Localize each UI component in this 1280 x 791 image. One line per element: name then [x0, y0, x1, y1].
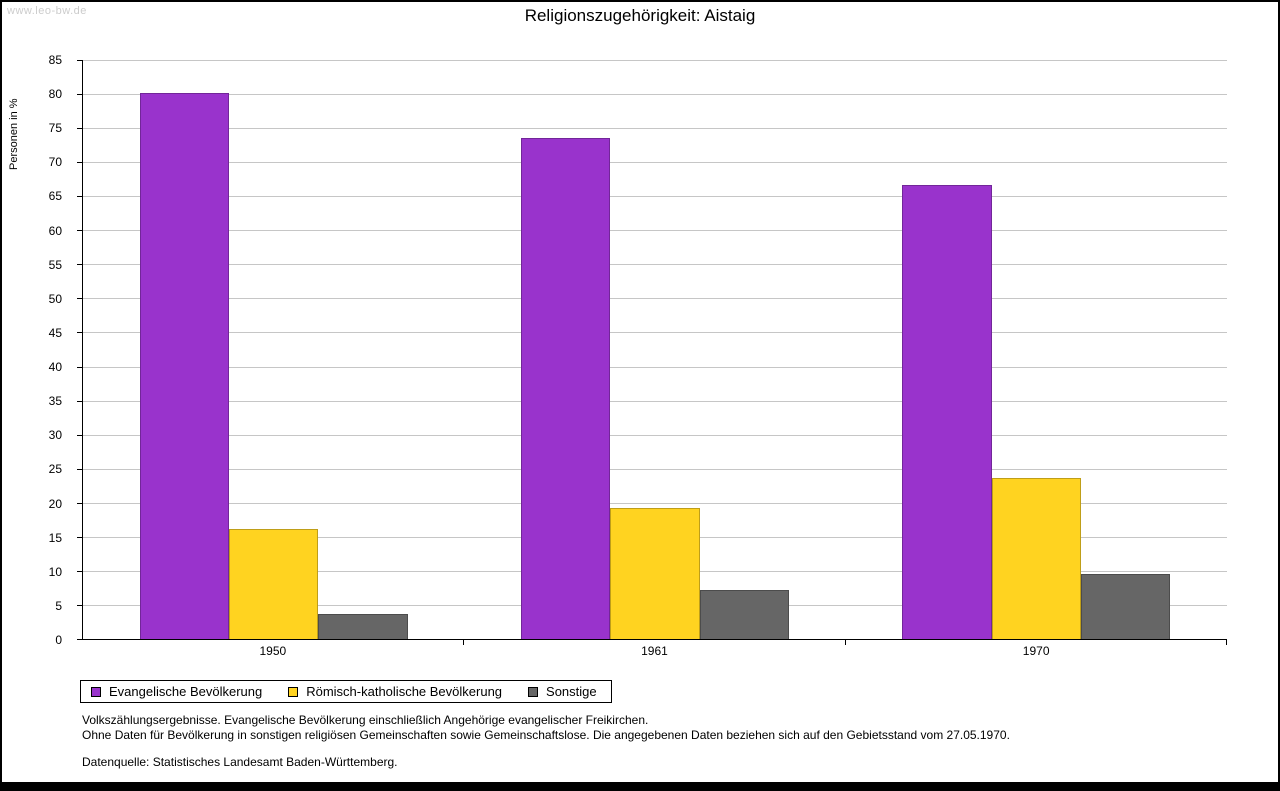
- legend-item: Römisch-katholische Bevölkerung: [288, 684, 502, 699]
- gridline: [83, 264, 1227, 266]
- y-tick-mark: [77, 468, 83, 470]
- y-tick-mark: [77, 434, 83, 436]
- y-tick-label: 40: [48, 360, 62, 375]
- gridline: [83, 332, 1227, 334]
- y-tick-label: 70: [48, 155, 62, 170]
- legend-swatch: [91, 686, 101, 697]
- gridline: [83, 400, 1227, 402]
- y-tick-mark: [77, 298, 83, 300]
- y-tick-label: 15: [48, 530, 62, 545]
- y-tick-mark: [77, 196, 83, 198]
- legend-item: Evangelische Bevölkerung: [91, 684, 262, 699]
- gridline: [83, 128, 1227, 130]
- y-tick-mark: [77, 162, 83, 164]
- y-tick-label: 85: [48, 53, 62, 67]
- x-tick-label: 1970: [1022, 644, 1050, 658]
- y-tick-mark: [77, 128, 83, 130]
- watermark: www.leo-bw.de: [7, 5, 87, 17]
- y-tick-label: 60: [48, 223, 62, 238]
- x-tick-label: 1950: [259, 644, 287, 658]
- bar-1970-series-1: [991, 477, 1081, 639]
- y-tick-mark: [77, 502, 83, 504]
- y-tick-label: 75: [48, 121, 62, 136]
- footnote-line: Ohne Daten für Bevölkerung in sonstigen …: [82, 728, 1010, 742]
- gridline: [83, 468, 1227, 470]
- y-tick-mark: [77, 230, 83, 232]
- legend-label: Sonstige: [546, 684, 597, 699]
- y-tick-label: 10: [48, 564, 62, 579]
- gridline: [83, 502, 1227, 504]
- footnotes: Volkszählungsergebnisse. Evangelische Be…: [82, 713, 1010, 770]
- legend: Evangelische Bevölkerung Römisch-katholis…: [80, 680, 612, 703]
- y-tick-mark: [77, 570, 83, 572]
- bar-1961-series-2: [699, 589, 789, 639]
- bar-1970-series-0: [902, 185, 992, 639]
- bar-1970-series-2: [1080, 574, 1171, 639]
- legend-item: Sonstige: [528, 684, 597, 699]
- bar-1950-series-1: [229, 528, 319, 639]
- y-tick-mark: [77, 536, 83, 538]
- gridline: [83, 434, 1227, 436]
- y-tick-mark: [77, 264, 83, 266]
- chart-title: Religionszugehörigkeit: Aistaig: [524, 6, 756, 25]
- y-tick-label: 80: [48, 87, 62, 102]
- legend-label: Evangelische Bevölkerung: [109, 684, 263, 699]
- y-tick-label: 20: [48, 496, 62, 511]
- plot-area: [77, 60, 1227, 645]
- bar-1950-series-0: [139, 92, 230, 639]
- footnote-line: Datenquelle: Statistisches Landesamt Bad…: [82, 755, 398, 769]
- gridline: [83, 60, 1227, 61]
- y-tick-label: 25: [48, 462, 62, 477]
- y-axis-ticks: 0 5 10 15 20 25 30 35 40 45 50 55 60 65 70 75 80 85: [2, 54, 74, 646]
- y-tick-mark: [77, 332, 83, 334]
- y-tick-label: 50: [48, 291, 62, 306]
- y-tick-label: 0: [55, 633, 62, 647]
- y-tick-mark: [77, 400, 83, 402]
- bar-1961-series-1: [610, 508, 700, 639]
- legend-swatch: [288, 686, 299, 697]
- y-tick-label: 5: [55, 598, 62, 613]
- footnote-line: Volkszählungsergebnisse. Evangelische Be…: [82, 713, 649, 727]
- y-tick-mark: [77, 94, 83, 96]
- y-tick-label: 30: [48, 428, 62, 443]
- legend-swatch: [528, 686, 539, 697]
- bar-1961-series-0: [521, 138, 611, 639]
- y-tick-label: 35: [48, 394, 62, 409]
- bar-1950-series-2: [318, 613, 408, 639]
- x-tick-mark: [844, 640, 846, 645]
- legend-label: Römisch-katholische Bevölkerung: [306, 684, 503, 699]
- y-tick-label: 55: [48, 257, 62, 272]
- y-tick-mark: [77, 604, 83, 606]
- x-tick-mark: [1226, 640, 1227, 645]
- gridline: [83, 298, 1227, 300]
- gridline: [83, 162, 1227, 164]
- y-tick-mark: [77, 639, 83, 640]
- x-axis-labels: 1950 1961 1970: [82, 644, 1227, 660]
- x-tick-label: 1961: [641, 644, 668, 658]
- y-tick-mark: [77, 366, 83, 368]
- y-tick-mark: [77, 60, 83, 61]
- footnote-spacer: [82, 743, 1010, 755]
- gridline: [83, 230, 1227, 232]
- y-tick-label: 45: [48, 325, 62, 340]
- x-tick-mark: [463, 640, 465, 645]
- y-tick-label: 65: [48, 189, 62, 204]
- gridline: [83, 196, 1227, 198]
- gridline: [83, 366, 1227, 368]
- gridline: [83, 94, 1227, 96]
